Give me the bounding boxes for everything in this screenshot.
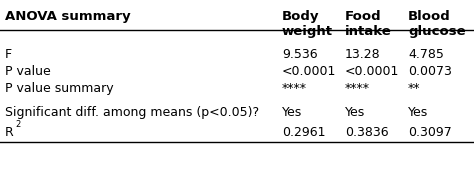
Text: Yes: Yes (408, 106, 428, 119)
Text: <0.0001: <0.0001 (282, 65, 337, 78)
Text: Blood
glucose: Blood glucose (408, 10, 465, 38)
Text: 4.785: 4.785 (408, 48, 444, 61)
Text: Body
weight: Body weight (282, 10, 333, 38)
Text: Significant diff. among means (p<0.05)?: Significant diff. among means (p<0.05)? (5, 106, 259, 119)
Text: 0.3836: 0.3836 (345, 126, 389, 139)
Text: P value: P value (5, 65, 51, 78)
Text: P value summary: P value summary (5, 82, 114, 95)
Text: 2: 2 (15, 120, 20, 129)
Text: 13.28: 13.28 (345, 48, 381, 61)
Text: 0.0073: 0.0073 (408, 65, 452, 78)
Text: ****: **** (345, 82, 370, 95)
Text: 0.3097: 0.3097 (408, 126, 452, 139)
Text: <0.0001: <0.0001 (345, 65, 400, 78)
Text: R: R (5, 126, 14, 139)
Text: ANOVA summary: ANOVA summary (5, 10, 131, 23)
Text: 0.2961: 0.2961 (282, 126, 326, 139)
Text: F: F (5, 48, 12, 61)
Text: Yes: Yes (345, 106, 365, 119)
Text: Yes: Yes (282, 106, 302, 119)
Text: Food
intake: Food intake (345, 10, 392, 38)
Text: ****: **** (282, 82, 307, 95)
Text: 9.536: 9.536 (282, 48, 318, 61)
Text: **: ** (408, 82, 420, 95)
